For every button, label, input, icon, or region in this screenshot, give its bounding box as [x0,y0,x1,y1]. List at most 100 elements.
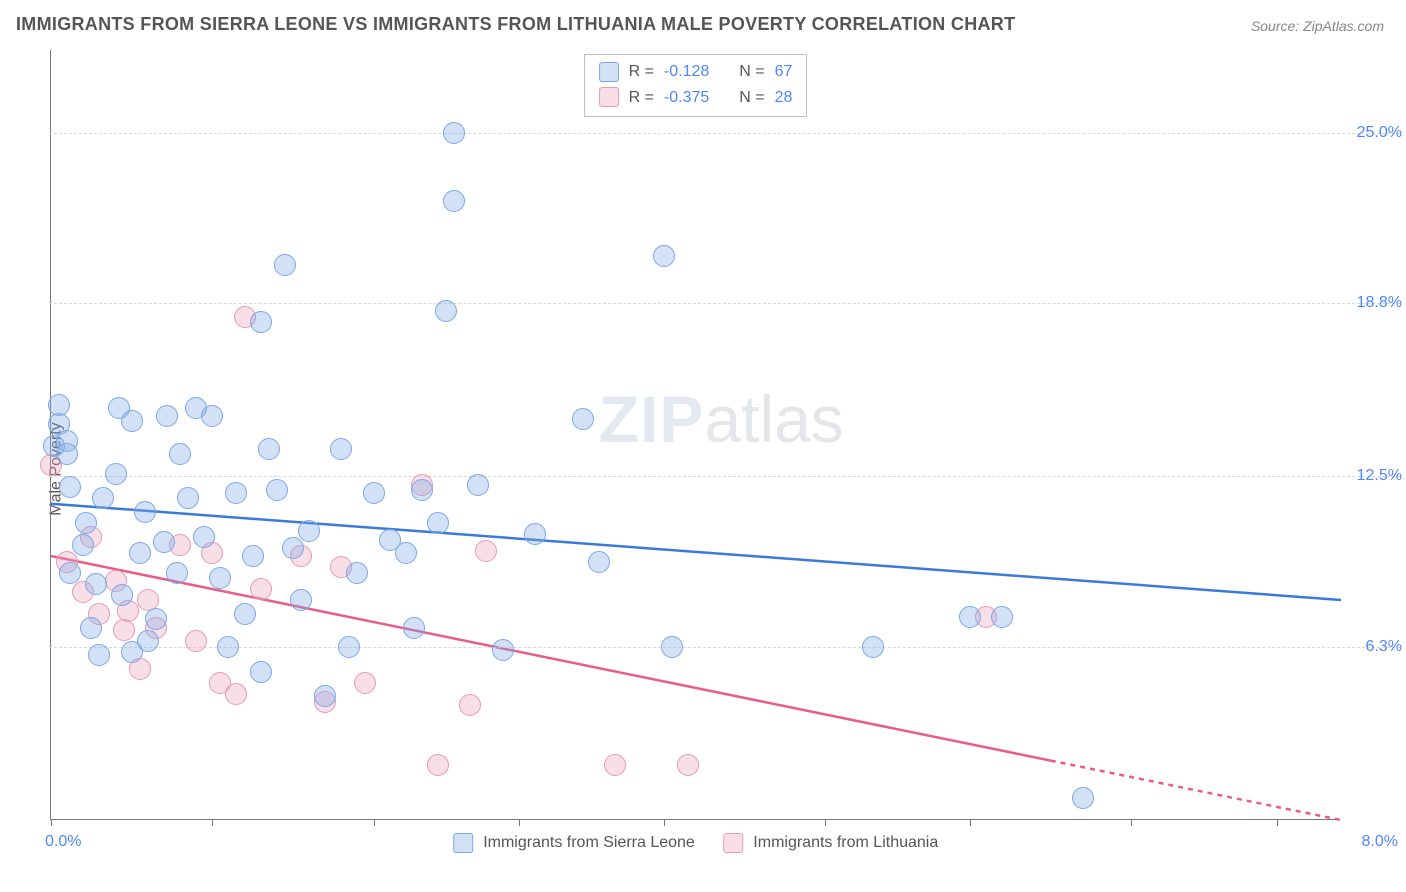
data-point-a [991,606,1013,628]
data-point-a [121,410,143,432]
data-point-a [290,589,312,611]
data-point-b [459,694,481,716]
data-point-a [363,482,385,504]
y-tick-label: 18.8% [1357,294,1402,312]
data-point-a [242,545,264,567]
bottom-legend-item-b: Immigrants from Lithuania [723,833,938,853]
x-tick [1131,819,1132,826]
data-point-b [250,578,272,600]
bottom-label-b: Immigrants from Lithuania [753,834,938,851]
data-point-a [56,430,78,452]
data-point-a [177,487,199,509]
data-point-a [111,584,133,606]
data-point-a [258,438,280,460]
data-point-a [234,603,256,625]
grid-line [49,476,1400,477]
data-point-a [274,254,296,276]
data-point-a [443,122,465,144]
data-point-a [403,617,425,639]
legend-row-b: R = -0.375 N = 28 [599,85,793,111]
bottom-legend: Immigrants from Sierra Leone Immigrants … [453,833,939,853]
data-point-a [661,636,683,658]
data-point-a [156,405,178,427]
legend-r-label-b: R = [629,85,654,111]
bottom-label-a: Immigrants from Sierra Leone [483,834,695,851]
grid-line [49,133,1400,134]
data-point-a [346,562,368,584]
y-tick-label: 6.3% [1366,638,1402,656]
plot-area: ZIPatlas R = -0.128 N = 67 R = -0.375 N … [50,50,1340,820]
data-point-a [75,512,97,534]
legend-r-value-b: -0.375 [664,85,709,111]
legend-box: R = -0.128 N = 67 R = -0.375 N = 28 [584,54,808,117]
data-point-a [80,617,102,639]
data-point-a [48,394,70,416]
y-tick-label: 12.5% [1357,467,1402,485]
data-point-a [85,573,107,595]
grid-line [49,647,1400,648]
chart-title: IMMIGRANTS FROM SIERRA LEONE VS IMMIGRAN… [16,14,1015,35]
bottom-swatch-a [453,833,473,853]
legend-n-label-b: N = [739,85,764,111]
regression-line [51,556,1051,761]
data-point-b [475,540,497,562]
regression-lines-svg [51,50,1340,819]
legend-swatch-a [599,62,619,82]
data-point-a [298,520,320,542]
data-point-a [169,443,191,465]
data-point-a [193,526,215,548]
data-point-b [427,754,449,776]
data-point-a [266,479,288,501]
x-axis-max-label: 8.0% [1362,833,1398,851]
legend-r-value-a: -0.128 [664,59,709,85]
data-point-a [59,562,81,584]
data-point-b [225,683,247,705]
x-tick [51,819,52,826]
y-tick-label: 25.0% [1357,124,1402,142]
data-point-a [492,639,514,661]
data-point-a [72,534,94,556]
data-point-a [137,630,159,652]
legend-row-a: R = -0.128 N = 67 [599,59,793,85]
data-point-b [354,672,376,694]
data-point-a [330,438,352,460]
x-tick [519,819,520,826]
grid-line [49,303,1400,304]
data-point-a [653,245,675,267]
x-tick [212,819,213,826]
data-point-a [572,408,594,430]
data-point-a [225,482,247,504]
data-point-a [395,542,417,564]
data-point-a [588,551,610,573]
data-point-a [217,636,239,658]
x-axis-min-label: 0.0% [45,833,81,851]
data-point-b [677,754,699,776]
x-tick [664,819,665,826]
legend-r-label-a: R = [629,59,654,85]
x-tick [374,819,375,826]
data-point-b [113,619,135,641]
data-point-a [250,311,272,333]
data-point-a [959,606,981,628]
legend-n-value-a: 67 [775,59,793,85]
data-point-b [604,754,626,776]
source-attribution: Source: ZipAtlas.com [1251,18,1384,34]
data-point-a [153,531,175,553]
data-point-a [524,523,546,545]
data-point-a [338,636,360,658]
data-point-a [282,537,304,559]
data-point-a [1072,787,1094,809]
data-point-a [427,512,449,534]
x-tick [970,819,971,826]
data-point-a [134,501,156,523]
data-point-a [209,567,231,589]
data-point-a [129,542,151,564]
data-point-a [467,474,489,496]
bottom-legend-item-a: Immigrants from Sierra Leone [453,833,695,853]
x-tick [1277,819,1278,826]
chart-container: Male Poverty ZIPatlas R = -0.128 N = 67 … [0,46,1406,892]
data-point-a [92,487,114,509]
data-point-a [145,608,167,630]
data-point-a [314,685,336,707]
data-point-a [105,463,127,485]
